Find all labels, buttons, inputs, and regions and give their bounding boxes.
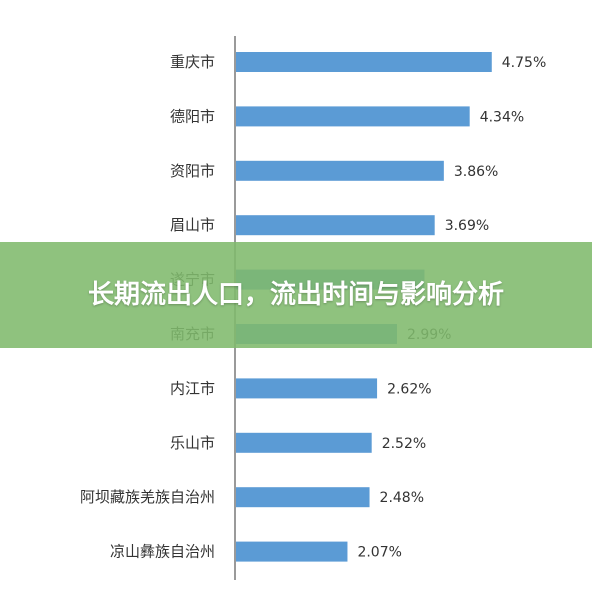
- bar: [236, 52, 492, 72]
- title-banner: 长期流出人口，流出时间与影响分析: [0, 242, 592, 348]
- bar: [236, 106, 470, 127]
- category-label: 资阳市: [170, 162, 215, 180]
- category-label: 眉山市: [170, 216, 215, 234]
- bar: [236, 160, 444, 181]
- value-label: 2.48%: [380, 490, 424, 506]
- value-label: 3.86%: [454, 164, 498, 180]
- value-label: 2.52%: [382, 436, 426, 452]
- value-label: 2.07%: [357, 545, 401, 561]
- bar: [236, 541, 348, 562]
- value-label: 2.62%: [387, 381, 431, 397]
- value-label: 4.75%: [502, 55, 546, 71]
- category-label: 凉山彝族自治州: [110, 543, 215, 561]
- category-label: 德阳市: [170, 107, 215, 125]
- bar: [236, 378, 378, 399]
- category-label: 重庆市: [170, 53, 215, 71]
- category-label: 内江市: [170, 379, 215, 397]
- value-label: 3.69%: [445, 218, 489, 234]
- category-label: 乐山市: [170, 434, 215, 452]
- category-label: 阿坝藏族羌族自治州: [80, 488, 215, 506]
- banner-title: 长期流出人口，流出时间与影响分析: [87, 280, 504, 310]
- bar: [236, 487, 370, 508]
- bar: [236, 432, 372, 453]
- value-label: 4.34%: [480, 109, 524, 125]
- bar: [236, 215, 435, 236]
